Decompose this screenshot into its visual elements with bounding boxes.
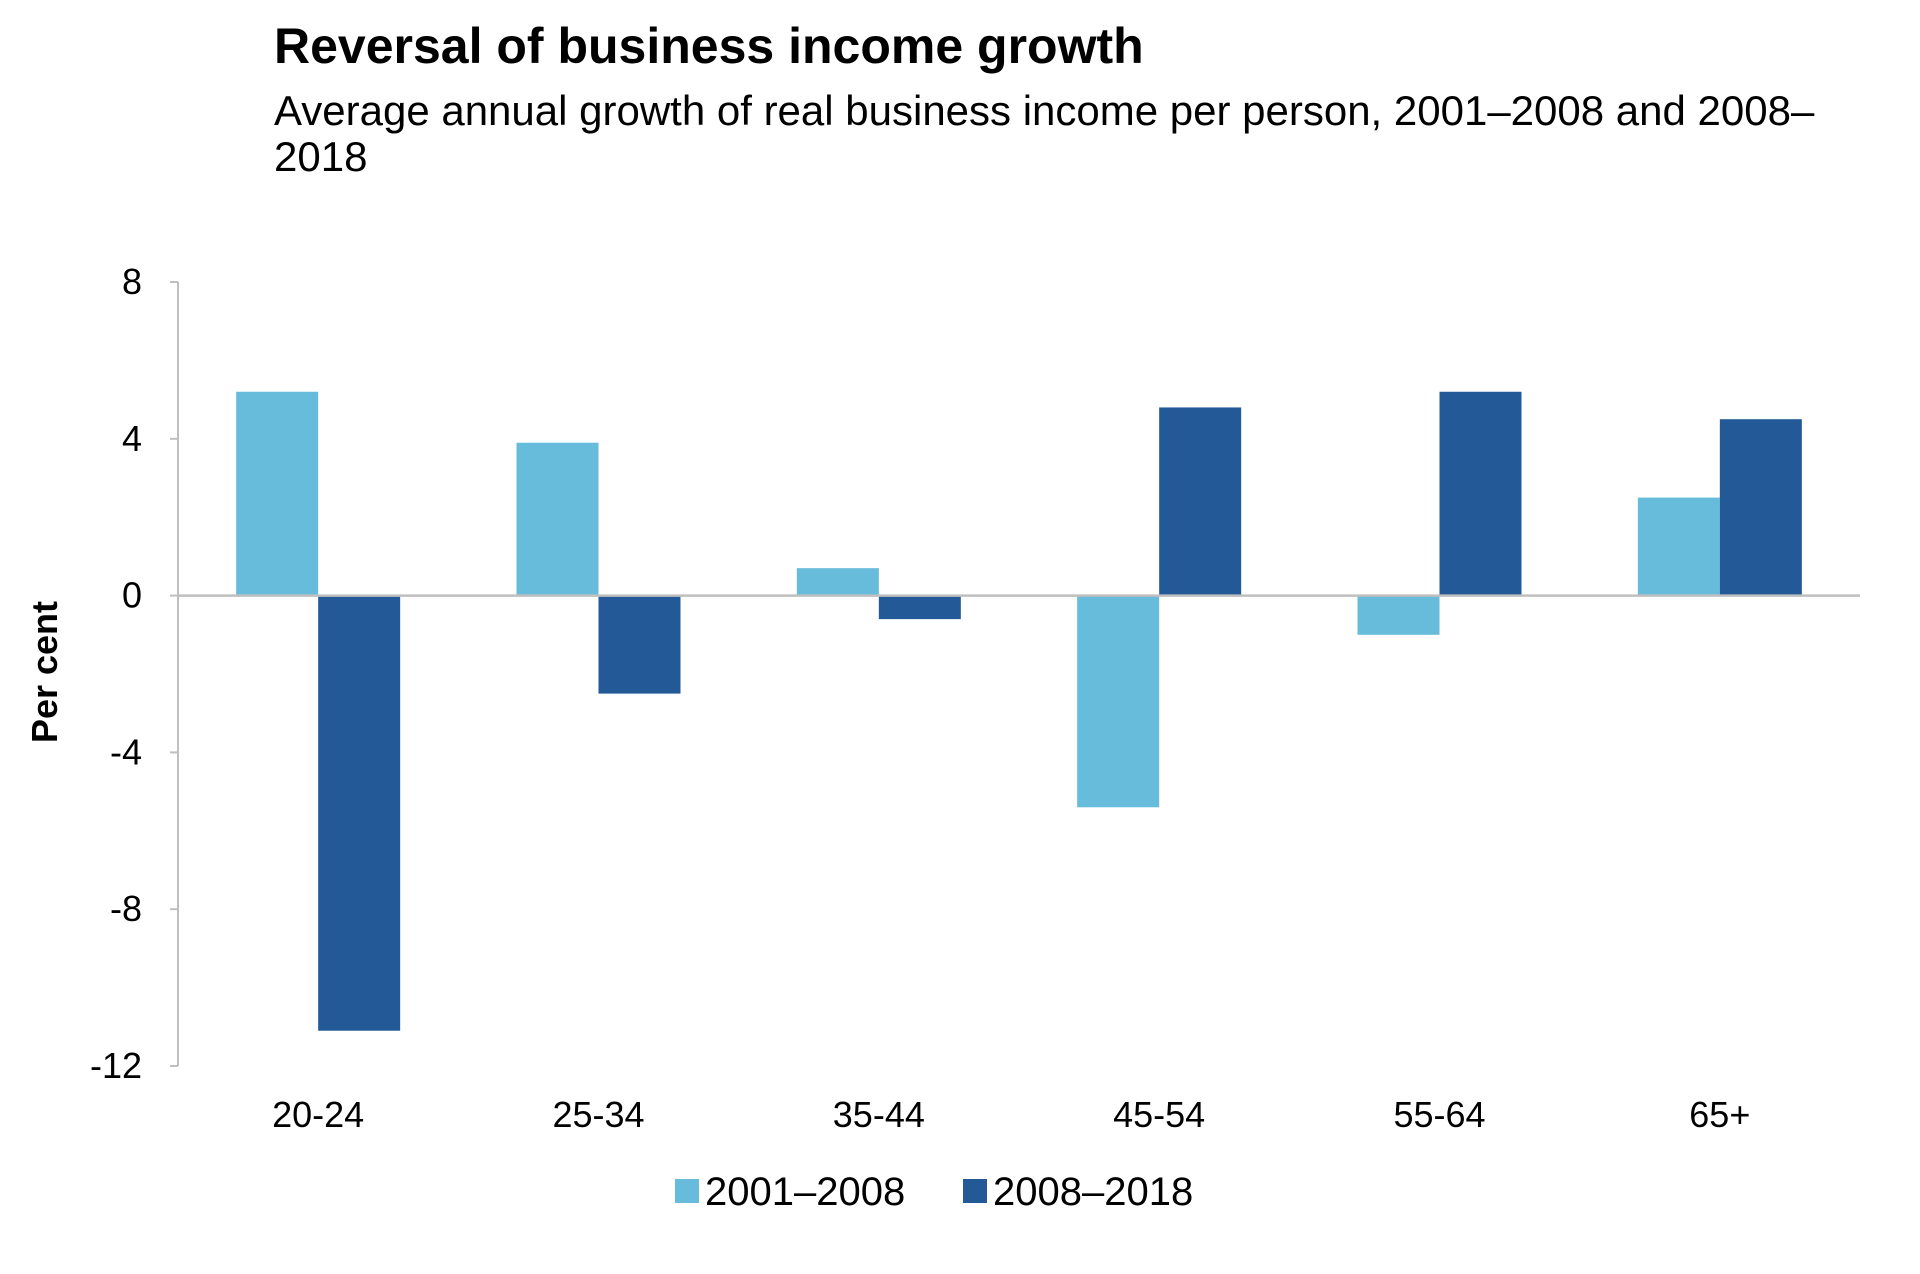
bar-series2-55-64 [1439, 391, 1522, 596]
y-tick-label: 0 [122, 575, 142, 616]
y-tick-label: -4 [110, 731, 142, 772]
bar-series1-65+ [1637, 497, 1720, 596]
bars [236, 391, 1802, 1031]
x-tick-label: 35-44 [833, 1094, 925, 1135]
bar-series1-55-64 [1357, 595, 1440, 635]
legend-swatch-2 [963, 1179, 987, 1203]
bar-series2-35-44 [878, 595, 961, 620]
bar-series2-25-34 [598, 595, 681, 694]
bar-series2-65+ [1719, 419, 1802, 596]
y-tick-label: 4 [122, 418, 142, 459]
x-tick-label: 25-34 [552, 1094, 644, 1135]
legend-label-2: 2008–2018 [993, 1170, 1193, 1214]
x-tick-label: 65+ [1689, 1094, 1750, 1135]
y-tick-label: -8 [110, 888, 142, 929]
axes [177, 282, 1860, 1066]
chart-subtitle: Average annual growth of real business i… [274, 87, 1815, 180]
bar-series1-25-34 [516, 442, 599, 596]
bar-series1-20-24 [236, 391, 319, 596]
y-tick-label: -12 [90, 1045, 142, 1086]
y-axis-ticks: 8 4 0 -4 -8 -12 [90, 261, 178, 1086]
x-tick-label: 20-24 [272, 1094, 364, 1135]
bar-series1-45-54 [1077, 595, 1160, 808]
bar-series2-45-54 [1159, 407, 1242, 596]
legend-swatch-1 [675, 1179, 699, 1203]
bar-series2-20-24 [318, 595, 401, 1031]
y-tick-label: 8 [122, 261, 142, 302]
legend: 2001–2008 2008–2018 [675, 1170, 1193, 1214]
x-tick-label: 45-54 [1113, 1094, 1205, 1135]
bar-series1-35-44 [796, 568, 879, 596]
y-axis-label: Per cent [24, 601, 65, 743]
chart-title: Reversal of business income growth [274, 18, 1144, 74]
x-tick-label: 55-64 [1393, 1094, 1485, 1135]
legend-label-1: 2001–2008 [705, 1170, 905, 1214]
x-axis-ticks: 20-24 25-34 35-44 45-54 55-64 65+ [272, 1094, 1750, 1135]
